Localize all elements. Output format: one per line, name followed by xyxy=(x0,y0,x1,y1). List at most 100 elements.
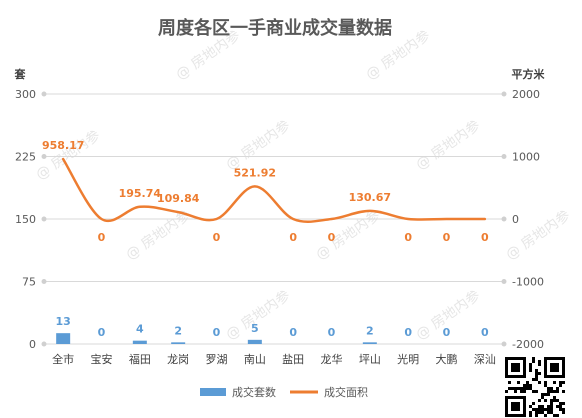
qr-module xyxy=(538,408,541,411)
qr-module xyxy=(559,405,562,408)
qr-module xyxy=(550,405,553,408)
bar-value-label: 4 xyxy=(136,323,144,336)
bar-data-labels: 13 0 4 2 0 5 0 0 2 0 0 0 xyxy=(56,315,489,339)
line-series-path xyxy=(61,157,487,223)
right-tick-label: -2000 xyxy=(512,338,544,351)
line-value-label: 130.67 xyxy=(349,191,391,204)
qr-module xyxy=(547,393,550,396)
bar-value-label: 5 xyxy=(251,322,259,335)
qr-module xyxy=(562,390,565,393)
qr-module xyxy=(523,384,526,387)
category-label: 坪山 xyxy=(359,353,381,366)
qr-code xyxy=(503,355,567,418)
qr-module xyxy=(535,372,538,375)
grid-marker-left xyxy=(41,91,47,97)
qr-finder-core xyxy=(550,363,559,372)
qr-module xyxy=(550,402,553,405)
qr-module xyxy=(556,387,559,390)
qr-module xyxy=(544,393,547,396)
grid-marker-right xyxy=(501,341,507,347)
qr-module xyxy=(520,390,523,393)
qr-module xyxy=(538,399,541,402)
grid-marker-right xyxy=(501,216,507,222)
qr-module xyxy=(535,408,538,411)
qr-module xyxy=(547,405,550,408)
bar xyxy=(132,340,147,344)
right-tick-label: -1000 xyxy=(512,276,544,289)
line-value-label: 0 xyxy=(481,231,489,244)
qr-module xyxy=(535,378,538,381)
qr-module xyxy=(541,405,544,408)
qr-module xyxy=(529,384,532,387)
line-value-label: 521.92 xyxy=(234,166,276,179)
bar-value-label: 0 xyxy=(98,326,106,339)
qr-module xyxy=(526,381,529,384)
qr-module xyxy=(538,405,541,408)
qr-module xyxy=(541,411,544,414)
qr-module xyxy=(529,387,532,390)
qr-module xyxy=(538,372,541,375)
qr-module xyxy=(505,390,508,393)
qr-module xyxy=(520,387,523,390)
line-value-label: 195.74 xyxy=(119,187,162,200)
category-label: 大鹏 xyxy=(436,352,458,366)
qr-module xyxy=(532,402,535,405)
grid-marker-left xyxy=(41,279,47,284)
left-tick-labels: 0 75 150 225 300 xyxy=(15,88,36,351)
right-tick-label: 2000 xyxy=(512,88,540,101)
qr-module xyxy=(559,408,562,411)
qr-module xyxy=(535,375,538,378)
qr-module xyxy=(553,399,556,402)
line-series xyxy=(61,157,487,223)
bar xyxy=(362,342,377,344)
qr-module xyxy=(508,381,511,384)
qr-module xyxy=(550,387,553,390)
qr-module xyxy=(544,399,547,402)
grid-marker-left xyxy=(41,154,47,159)
qr-module xyxy=(556,405,559,408)
qr-module xyxy=(535,390,538,393)
bar-value-label: 0 xyxy=(404,326,412,339)
qr-module xyxy=(559,402,562,405)
line-value-label: 0 xyxy=(98,231,106,244)
qr-module xyxy=(544,384,547,387)
qr-module xyxy=(532,408,535,411)
category-label: 南山 xyxy=(244,353,266,366)
grid-marker-left xyxy=(41,216,47,222)
watermark-text: @ 房地内参 xyxy=(223,117,294,174)
bar-value-label: 0 xyxy=(328,326,336,339)
bar-value-label: 0 xyxy=(213,326,221,339)
bar-value-label: 0 xyxy=(481,326,489,339)
qr-module xyxy=(532,357,535,360)
qr-module xyxy=(526,384,529,387)
qr-module xyxy=(556,390,559,393)
watermark-layer: @ 房地内参 @ 房地内参@ 房地内参 @ 房地内参 @ 房地内参@ 房地内参 @ 房地… xyxy=(33,27,574,344)
left-tick-label: 75 xyxy=(22,276,36,289)
line-value-label: 0 xyxy=(443,231,451,244)
qr-finder-core xyxy=(511,363,520,372)
category-label: 福田 xyxy=(129,352,151,366)
bar-value-label: 0 xyxy=(443,326,451,339)
qr-module xyxy=(511,387,514,390)
bar xyxy=(171,342,186,344)
category-label: 龙华 xyxy=(321,352,343,366)
right-tick-label: 0 xyxy=(512,213,519,226)
qr-module xyxy=(553,396,556,399)
qr-module xyxy=(562,381,565,384)
bar-value-label: 0 xyxy=(289,326,297,339)
left-tick-label: 225 xyxy=(15,151,36,164)
qr-module xyxy=(547,387,550,390)
qr-module xyxy=(550,390,553,393)
qr-module xyxy=(535,369,538,372)
line-value-label: 958.17 xyxy=(42,139,84,152)
legend: 成交套数 成交面积 xyxy=(200,385,368,399)
category-label: 深汕 xyxy=(474,353,496,366)
qr-module xyxy=(535,414,538,417)
qr-module xyxy=(544,414,547,417)
legend-label-line: 成交面积 xyxy=(324,385,368,399)
bar-value-label: 2 xyxy=(174,324,182,337)
qr-module xyxy=(544,381,547,384)
category-label: 盐田 xyxy=(282,353,304,366)
